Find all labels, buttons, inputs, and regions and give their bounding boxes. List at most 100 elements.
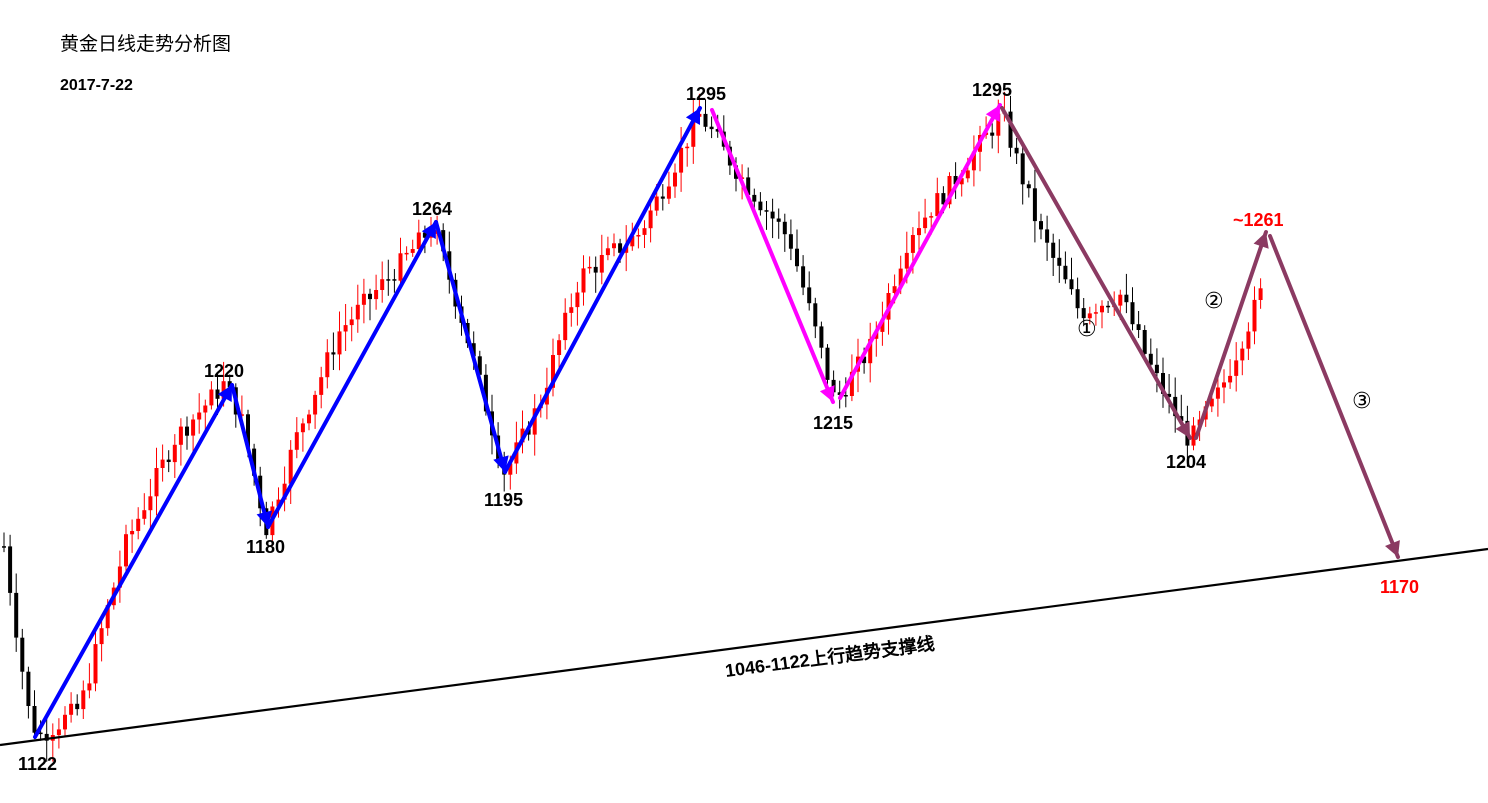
candle-body xyxy=(593,266,598,273)
candle-body xyxy=(587,266,592,269)
candle-body xyxy=(685,146,690,149)
candle-body xyxy=(618,243,623,253)
candle-body xyxy=(953,176,958,185)
wave-arrow-3-head xyxy=(421,222,436,239)
candle-body xyxy=(239,414,244,416)
wave-arrow-10 xyxy=(1268,234,1400,559)
candle-body xyxy=(990,132,995,136)
wave-arrow-2 xyxy=(230,383,270,529)
candle-body xyxy=(1051,242,1056,258)
candle-body xyxy=(1252,299,1257,332)
candle-body xyxy=(996,113,1001,136)
candle-body xyxy=(93,644,98,684)
candle-body xyxy=(971,151,976,171)
candle-body xyxy=(807,287,812,304)
swing-label-6: 1295 xyxy=(686,84,726,104)
candle-body xyxy=(319,377,324,395)
candle-body xyxy=(99,628,104,645)
swing-label-8: 1295 xyxy=(972,80,1012,100)
candle-body xyxy=(313,394,318,415)
swing-label-10: ~1261 xyxy=(1233,210,1284,230)
candle-body xyxy=(898,268,903,287)
candle-body xyxy=(1106,305,1111,308)
candle-body xyxy=(1118,294,1123,306)
candle-body xyxy=(81,690,86,710)
candle-body xyxy=(483,374,488,412)
candle-body xyxy=(795,248,799,267)
candle-body xyxy=(191,419,196,436)
candle-body xyxy=(605,248,610,256)
candle-body xyxy=(154,468,159,497)
candle-body xyxy=(599,255,604,273)
candle-body xyxy=(673,172,677,187)
candle-body xyxy=(142,510,147,519)
candle-body xyxy=(14,592,19,638)
swing-label-3: 1180 xyxy=(246,537,285,557)
wave-arrow-8 xyxy=(1000,106,1192,440)
candle-body xyxy=(1026,184,1031,189)
candle-body xyxy=(282,483,287,500)
candle-body xyxy=(203,405,208,413)
candle-body xyxy=(788,234,793,249)
candle-body xyxy=(849,371,854,396)
wave-arrow-1 xyxy=(33,383,234,739)
candle-body xyxy=(630,236,635,247)
candle-body xyxy=(294,432,299,450)
candle-body xyxy=(892,286,897,293)
candle-body xyxy=(26,671,31,706)
candle-body xyxy=(746,177,751,195)
candle-body xyxy=(910,235,915,253)
wave-arrow-9 xyxy=(1194,230,1268,440)
candle-body xyxy=(691,116,696,147)
candle-body xyxy=(819,326,824,348)
candle-body xyxy=(1020,153,1025,185)
candle-body xyxy=(654,196,659,211)
candle-body xyxy=(660,196,665,199)
candle-body xyxy=(1258,288,1263,300)
candle-body xyxy=(209,389,214,406)
candle-body xyxy=(117,566,122,588)
candle-body xyxy=(227,381,232,388)
candle-body xyxy=(1039,221,1043,230)
candle-body xyxy=(368,293,372,300)
candle-body xyxy=(197,412,202,420)
swing-label-11: 1170 xyxy=(1380,577,1419,597)
candle-body xyxy=(782,221,787,235)
candle-body xyxy=(709,126,714,130)
candle-body xyxy=(215,389,220,399)
candle-body xyxy=(410,249,415,253)
swing-label-9: 1204 xyxy=(1166,452,1206,472)
candle-body xyxy=(1075,289,1080,309)
wave-arrow-7 xyxy=(838,103,1002,400)
candle-body xyxy=(703,113,708,127)
candle-body xyxy=(1008,111,1013,148)
candle-body xyxy=(148,496,153,511)
candle-body xyxy=(923,217,928,229)
candle-body xyxy=(1069,279,1074,290)
candle-body xyxy=(563,312,568,341)
candle-body xyxy=(331,352,336,355)
candle-body xyxy=(32,706,37,733)
candle-body xyxy=(715,129,720,132)
wave-arrow-4-head xyxy=(493,455,509,472)
candle-body xyxy=(666,186,671,199)
candle-body xyxy=(1228,375,1233,383)
wave-arrows-layer xyxy=(33,103,1400,739)
candle-body xyxy=(325,352,330,378)
candle-body xyxy=(276,499,281,507)
candle-body xyxy=(1124,294,1129,303)
candle-body xyxy=(1045,229,1050,243)
candle-body xyxy=(8,546,13,593)
candle-body xyxy=(44,733,49,741)
candle-body xyxy=(404,252,409,255)
candle-body xyxy=(422,232,427,238)
candle-body xyxy=(801,266,806,288)
candle-body xyxy=(917,228,921,236)
candle-body xyxy=(557,340,562,355)
candle-body xyxy=(868,338,873,364)
candle-body xyxy=(172,444,177,463)
candle-body xyxy=(349,319,354,326)
candle-body xyxy=(87,683,92,691)
candle-body xyxy=(75,703,80,710)
